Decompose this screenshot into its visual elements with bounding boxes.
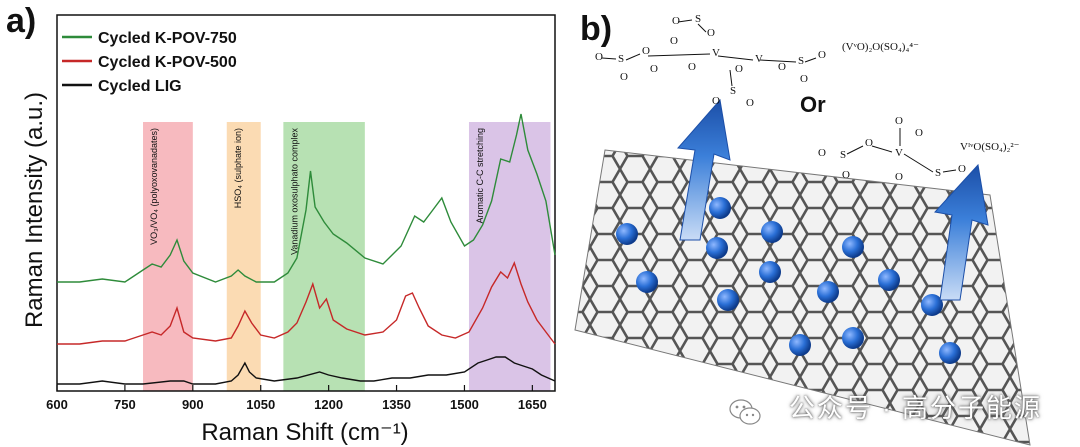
svg-text:O: O (712, 95, 720, 107)
band-label-2: Vanadium oxosulphato complex (289, 128, 299, 255)
svg-text:V: V (895, 147, 903, 159)
svg-text:S: S (730, 85, 736, 97)
band-label-3: Aromatic C-C stretching (475, 128, 485, 224)
x-tick-label-1350: 1350 (382, 397, 411, 412)
svg-text:S: S (618, 53, 624, 65)
svg-text:O: O (707, 27, 715, 39)
svg-text:O: O (958, 163, 966, 175)
svg-text:O: O (818, 147, 826, 159)
svg-text:O: O (915, 127, 923, 139)
svg-text:O: O (642, 45, 650, 57)
svg-text:O: O (670, 35, 678, 47)
legend-label-lig: Cycled LIG (98, 78, 182, 95)
svg-text:O: O (735, 63, 743, 75)
formula-right: VᴵᵛO(SO₄)₂²⁻ (960, 140, 1019, 153)
x-tick-label-750: 750 (114, 397, 136, 412)
wechat-icon (728, 397, 762, 427)
svg-text:O: O (818, 49, 826, 61)
svg-text:O: O (620, 71, 628, 83)
x-tick-label-900: 900 (182, 397, 204, 412)
svg-text:O: O (895, 115, 903, 127)
legend-label-k500: Cycled K-POV-500 (98, 54, 237, 71)
x-tick-label-1200: 1200 (314, 397, 343, 412)
band-label-0: VO₃/VO₄ (polyoxovanadates) (149, 128, 159, 245)
panel-a-label: a) (6, 2, 36, 41)
svg-text:O: O (746, 97, 754, 109)
x-tick-label-600: 600 (46, 397, 68, 412)
svg-text:O: O (895, 171, 903, 183)
panel-b-label: b) (580, 10, 612, 49)
svg-text:O: O (650, 63, 658, 75)
raman-chart: VO₃/VO₄ (polyoxovanadates) HSO₄ (sulphate… (0, 0, 560, 447)
svg-text:O: O (865, 137, 873, 149)
svg-text:V: V (712, 47, 720, 59)
x-tick-label-1650: 1650 (518, 397, 547, 412)
svg-text:V: V (755, 53, 763, 65)
svg-text:O: O (672, 15, 680, 27)
x-tick-label-1050: 1050 (246, 397, 275, 412)
watermark-text: 公众号 · 高分子能源 (789, 388, 1042, 425)
svg-text:S: S (840, 149, 846, 161)
legend-label-k750: Cycled K-POV-750 (98, 30, 237, 47)
svg-text:O: O (688, 61, 696, 73)
formula-top: (VᵛO)₂O(SO₄)₄⁴⁻ (842, 40, 919, 53)
x-axis-label: Raman Shift (cm⁻¹) (201, 419, 408, 446)
svg-text:S: S (798, 55, 804, 67)
band-label-1: HSO₄ (sulphate ion) (233, 128, 243, 208)
svg-text:O: O (842, 169, 850, 181)
svg-text:O: O (778, 61, 786, 73)
svg-text:S: S (935, 167, 941, 179)
svg-text:O: O (595, 51, 603, 63)
x-tick-label-1500: 1500 (450, 397, 479, 412)
svg-text:O: O (800, 73, 808, 85)
or-label: Or (800, 92, 826, 118)
y-axis-label: Raman Intensity (a.u.) (21, 92, 48, 328)
svg-text:S: S (695, 13, 701, 25)
